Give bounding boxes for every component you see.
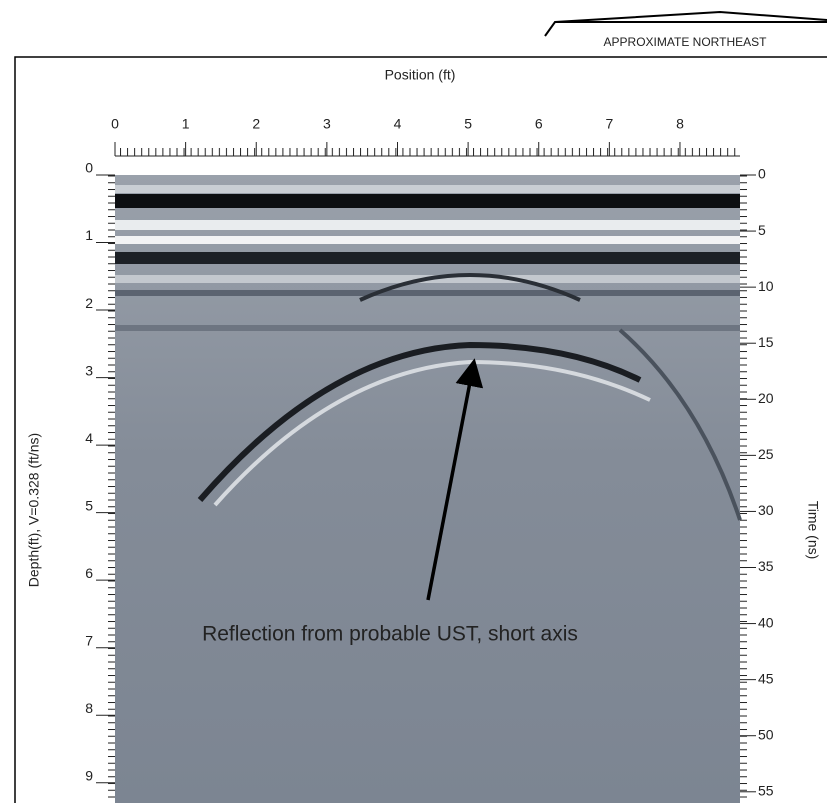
- minor-ticks: [740, 175, 747, 803]
- direction-arrow: [544, 10, 827, 37]
- x-tick-label: 0: [111, 116, 119, 132]
- y2-tick-label: 55: [758, 782, 774, 798]
- y2-tick-label: 0: [758, 166, 766, 182]
- y-tick-label: 2: [85, 295, 93, 311]
- x-tick-label: 6: [535, 116, 543, 132]
- y-tick-label: 1: [85, 227, 93, 243]
- x-tick-label: 2: [252, 116, 260, 132]
- y-tick-label: 5: [85, 497, 93, 513]
- x-tick-label: 4: [394, 116, 402, 132]
- y-axis-label: Depth(ft), V=0.328 (ft/ns): [26, 433, 42, 587]
- annotation-arrow: [426, 358, 484, 601]
- y2-axis-label: Time (ns): [805, 501, 821, 560]
- x-tick-label: 5: [464, 116, 472, 132]
- minor-ticks: [108, 175, 115, 803]
- annotation: Reflection from probable UST, short axis: [202, 623, 578, 646]
- minor-ticks: [115, 148, 740, 156]
- y2-tick-label: 35: [758, 558, 774, 574]
- direction-label: APPROXIMATE NORTHEAST: [604, 35, 768, 49]
- y2-tick-label: 40: [758, 614, 774, 630]
- y-tick-label: 7: [85, 632, 93, 648]
- x-axis-label: Position (ft): [385, 67, 456, 83]
- y2-tick-label: 30: [758, 502, 774, 518]
- y-tick-label: 0: [85, 160, 93, 176]
- x-tick-label: 8: [676, 116, 684, 132]
- x-tick-label: 1: [182, 116, 190, 132]
- y2-tick-label: 45: [758, 670, 774, 686]
- y-tick-label: 6: [85, 565, 93, 581]
- y-tick-label: 9: [85, 767, 93, 783]
- y2-tick-label: 50: [758, 726, 774, 742]
- y-tick-label: 4: [85, 430, 93, 446]
- radargram-image: [115, 175, 742, 803]
- frame: [14, 56, 827, 808]
- y-tick-label: 8: [85, 700, 93, 716]
- y2-tick-label: 5: [758, 222, 766, 238]
- y2-tick-label: 25: [758, 446, 774, 462]
- x-tick-label: 3: [323, 116, 331, 132]
- y-tick-label: 3: [85, 362, 93, 378]
- y2-tick-label: 20: [758, 390, 774, 406]
- x-tick-label: 7: [605, 116, 613, 132]
- y2-tick-label: 15: [758, 334, 774, 350]
- y2-tick-label: 10: [758, 278, 774, 294]
